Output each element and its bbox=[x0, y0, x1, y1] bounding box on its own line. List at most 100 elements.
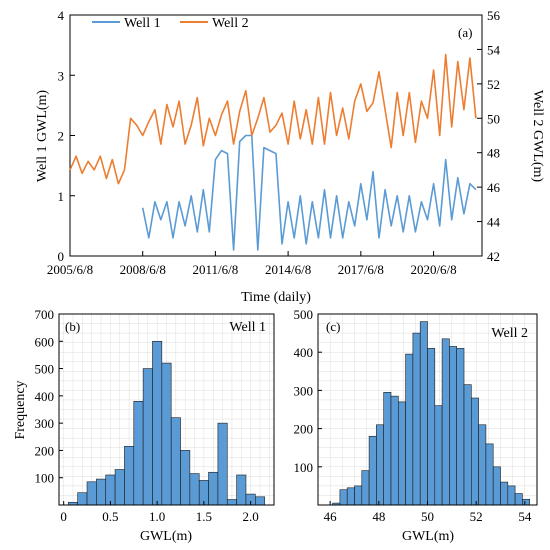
histogram-bar bbox=[492, 466, 501, 506]
histogram-bar bbox=[368, 435, 377, 506]
histogram-bar bbox=[339, 489, 348, 506]
panel-b-x-axis-label: GWL(m) bbox=[140, 529, 192, 544]
histogram-bar bbox=[478, 424, 487, 506]
left-y-tick-label: 1 bbox=[58, 189, 65, 204]
histogram-bar bbox=[456, 348, 465, 506]
right-y-tick-label: 48 bbox=[487, 146, 500, 161]
histogram-bar bbox=[217, 422, 228, 506]
legend-label-well-1: Well 1 bbox=[124, 16, 161, 31]
legend-label-well-2: Well 2 bbox=[212, 16, 249, 31]
panel-c-series-label: Well 2 bbox=[491, 326, 528, 341]
right-y-tick-label: 52 bbox=[487, 77, 500, 92]
histogram-bar bbox=[77, 492, 88, 506]
y-tick-label: 400 bbox=[294, 345, 314, 360]
y-tick-label: 200 bbox=[294, 422, 314, 437]
right-y-tick-label: 56 bbox=[487, 8, 501, 23]
y-tick-label: 500 bbox=[35, 362, 55, 377]
panel-b-frame bbox=[58, 313, 275, 506]
histogram-bar bbox=[361, 470, 370, 506]
panel-b-series-label: Well 1 bbox=[229, 320, 266, 335]
panel-b-y-ticks: 100 200 300 400 500 600 700 bbox=[35, 307, 63, 486]
histogram-bar bbox=[427, 348, 436, 506]
x-tick-label: 52 bbox=[470, 509, 483, 524]
x-tick-label: 46 bbox=[324, 509, 338, 524]
series-line-well-2 bbox=[69, 53, 477, 185]
panel-b-bars bbox=[68, 340, 265, 506]
histogram-bar bbox=[500, 481, 509, 506]
panel-a-x-axis-label: Time (daily) bbox=[241, 290, 311, 305]
panel-a-series bbox=[69, 53, 477, 251]
histogram-bar bbox=[390, 395, 399, 506]
histogram-bar bbox=[142, 368, 153, 506]
x-tick-label: 50 bbox=[421, 509, 434, 524]
right-y-tick-label: 50 bbox=[487, 111, 500, 126]
panel-c-bars bbox=[332, 321, 531, 506]
histogram-bar bbox=[346, 487, 355, 506]
x-tick-label: 2.0 bbox=[243, 509, 259, 524]
right-y-tick-label: 46 bbox=[487, 180, 501, 195]
histogram-bar bbox=[405, 353, 414, 506]
panel-a-x-ticks: 2005/6/8 2008/6/8 2011/6/8 2014/6/8 2017/6/8… bbox=[47, 251, 457, 277]
histogram-bar bbox=[86, 481, 97, 506]
x-tick-label: 48 bbox=[372, 509, 385, 524]
histogram-bar bbox=[133, 401, 144, 506]
y-tick-label: 400 bbox=[35, 389, 55, 404]
histogram-bar bbox=[507, 485, 516, 506]
y-tick-label: 700 bbox=[35, 307, 55, 322]
histogram-bar bbox=[354, 485, 363, 506]
x-tick-label: 1.0 bbox=[149, 509, 165, 524]
histogram-bar bbox=[485, 443, 494, 506]
panel-a-right-y-axis-label: Well 2 GWL(m) bbox=[530, 90, 545, 183]
x-tick-label: 0.5 bbox=[102, 509, 118, 524]
panel-c-y-ticks: 100 200 300 400 500 bbox=[294, 307, 322, 475]
panel-c-histogram: 46 48 50 52 54 100 200 300 400 500 (c) Well 2 GW… bbox=[294, 307, 538, 544]
panel-a-frame bbox=[69, 14, 483, 257]
x-tick-label: 2011/6/8 bbox=[193, 262, 239, 277]
histogram-bar bbox=[434, 405, 443, 506]
x-tick-label: 2008/6/8 bbox=[120, 262, 166, 277]
histogram-bar bbox=[152, 340, 163, 506]
histogram-bar bbox=[180, 450, 191, 506]
histogram-bar bbox=[463, 384, 472, 506]
panel-a-left-y-axis-label: Well 1 GWL(m) bbox=[35, 90, 50, 183]
histogram-bar bbox=[124, 446, 135, 506]
panel-a-timeseries: 2005/6/8 2008/6/8 2011/6/8 2014/6/8 2017/6/8… bbox=[35, 8, 545, 305]
panel-c-label: (c) bbox=[326, 319, 340, 334]
panel-b-y-axis-label: Frequency bbox=[13, 380, 28, 439]
panel-b-label: (b) bbox=[65, 319, 80, 334]
x-tick-label: 1.5 bbox=[196, 509, 212, 524]
x-tick-label: 2020/6/8 bbox=[410, 262, 456, 277]
x-tick-label: 0 bbox=[60, 509, 67, 524]
panel-a-right-y-ticks: 42 44 46 48 50 52 54 56 bbox=[477, 8, 501, 264]
left-y-tick-label: 4 bbox=[58, 8, 65, 23]
histogram-bar bbox=[419, 321, 428, 506]
panel-a-label: (a) bbox=[458, 25, 472, 40]
panel-c-x-ticks: 46 48 50 52 54 bbox=[324, 501, 532, 524]
histogram-bar bbox=[470, 397, 479, 506]
y-tick-label: 100 bbox=[35, 471, 55, 486]
histogram-bar bbox=[383, 392, 392, 506]
right-y-tick-label: 42 bbox=[487, 249, 500, 264]
y-tick-label: 200 bbox=[35, 443, 55, 458]
histogram-bar bbox=[376, 424, 384, 506]
left-y-tick-label: 2 bbox=[58, 129, 65, 144]
panel-a-left-y-ticks: 0 1 2 3 4 bbox=[58, 8, 75, 264]
panel-c-x-axis-label: GWL(m) bbox=[402, 529, 454, 544]
x-tick-label: 2017/6/8 bbox=[338, 262, 384, 277]
histogram-bar bbox=[189, 473, 200, 506]
left-y-tick-label: 0 bbox=[58, 249, 65, 264]
left-y-tick-label: 3 bbox=[58, 68, 65, 83]
right-y-tick-label: 54 bbox=[487, 42, 501, 57]
panel-b-x-ticks: 0 0.5 1.0 1.5 2.0 bbox=[60, 501, 259, 524]
histogram-bar bbox=[105, 474, 116, 506]
histogram-bar bbox=[236, 474, 247, 506]
histogram-bar bbox=[412, 332, 421, 506]
y-tick-label: 300 bbox=[294, 383, 314, 398]
histogram-bar bbox=[96, 478, 107, 506]
histogram-bar bbox=[397, 401, 406, 506]
y-tick-label: 100 bbox=[294, 460, 314, 475]
histogram-bar bbox=[226, 499, 237, 506]
histogram-bar bbox=[170, 417, 181, 506]
